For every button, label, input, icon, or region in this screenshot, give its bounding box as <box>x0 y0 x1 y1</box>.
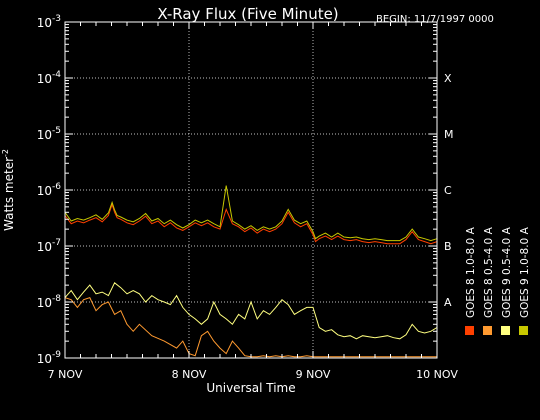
y-tick-label: 10-8 <box>37 294 62 310</box>
y-tick-label: 10-9 <box>37 350 62 366</box>
y-tick-label-exponent: -3 <box>52 14 61 24</box>
x-axis-label: Universal Time <box>206 381 295 395</box>
y-axis-label: Watts meter-2 <box>1 149 16 231</box>
x-tick-label: 10 NOV <box>416 368 458 381</box>
legend-label: GOES 8 1.0-8.0 A <box>465 226 477 318</box>
flare-class-labels: X M C B A <box>444 72 454 309</box>
y-tick-label-exponent: -5 <box>52 126 61 136</box>
flare-class-label: X <box>444 72 452 85</box>
series-line <box>64 202 438 245</box>
y-tick-label-base: 10 <box>37 296 52 310</box>
x-tick-label: 7 NOV <box>48 368 83 381</box>
legend-label: GOES 8 0.5-4.0 A <box>483 226 495 318</box>
y-tick-label: 10-7 <box>37 238 61 254</box>
y-tick-label: 10-3 <box>37 14 61 30</box>
y-tick-label-exponent: -4 <box>52 70 61 80</box>
y-tick-label: 10-5 <box>37 126 61 142</box>
x-tick-label: 8 NOV <box>172 368 207 381</box>
x-axis-ticks: 7 NOV 8 NOV 9 NOV 10 NOV <box>48 22 458 381</box>
flare-class-label: C <box>444 184 452 197</box>
y-axis-label-exponent: -2 <box>1 149 10 157</box>
y-tick-label: 10-4 <box>37 70 62 86</box>
y-tick-label-base: 10 <box>37 184 52 198</box>
y-tick-label-exponent: -6 <box>52 182 61 192</box>
series-line <box>64 282 438 340</box>
legend: GOES 8 1.0-8.0 A GOES 8 0.5-4.0 A GOES 9 0… <box>465 226 531 335</box>
y-axis-ticks: 10-910-810-710-610-510-410-3 <box>37 14 437 366</box>
legend-swatch <box>501 326 510 335</box>
chart-title: X-Ray Flux (Five Minute) <box>157 5 338 23</box>
y-axis-label-text: Watts meter <box>2 157 16 231</box>
legend-swatch <box>483 326 492 335</box>
legend-swatch <box>465 326 474 335</box>
y-tick-label-base: 10 <box>37 352 52 366</box>
y-tick-label-exponent: -9 <box>52 350 61 360</box>
series-line <box>64 185 438 242</box>
series-line <box>64 296 437 358</box>
y-tick-label-base: 10 <box>37 240 52 254</box>
legend-label: GOES 9 0.5-4.0 A <box>501 226 513 318</box>
y-tick-label-exponent: -8 <box>52 294 61 304</box>
begin-date-label: BEGIN: 11/7/1997 0000 <box>376 14 494 25</box>
series-group <box>64 185 438 358</box>
legend-swatch <box>519 326 528 335</box>
legend-label: GOES 9 1.0-8.0 A <box>519 226 531 318</box>
y-tick-label-base: 10 <box>37 16 52 30</box>
y-tick-label: 10-6 <box>37 182 62 198</box>
x-tick-label: 9 NOV <box>296 368 331 381</box>
flare-class-label: B <box>444 240 452 253</box>
y-tick-label-base: 10 <box>37 72 52 86</box>
flare-class-label: A <box>444 296 452 309</box>
y-tick-label-exponent: -7 <box>52 238 61 248</box>
y-tick-label-base: 10 <box>37 128 52 142</box>
flare-class-label: M <box>444 128 454 141</box>
